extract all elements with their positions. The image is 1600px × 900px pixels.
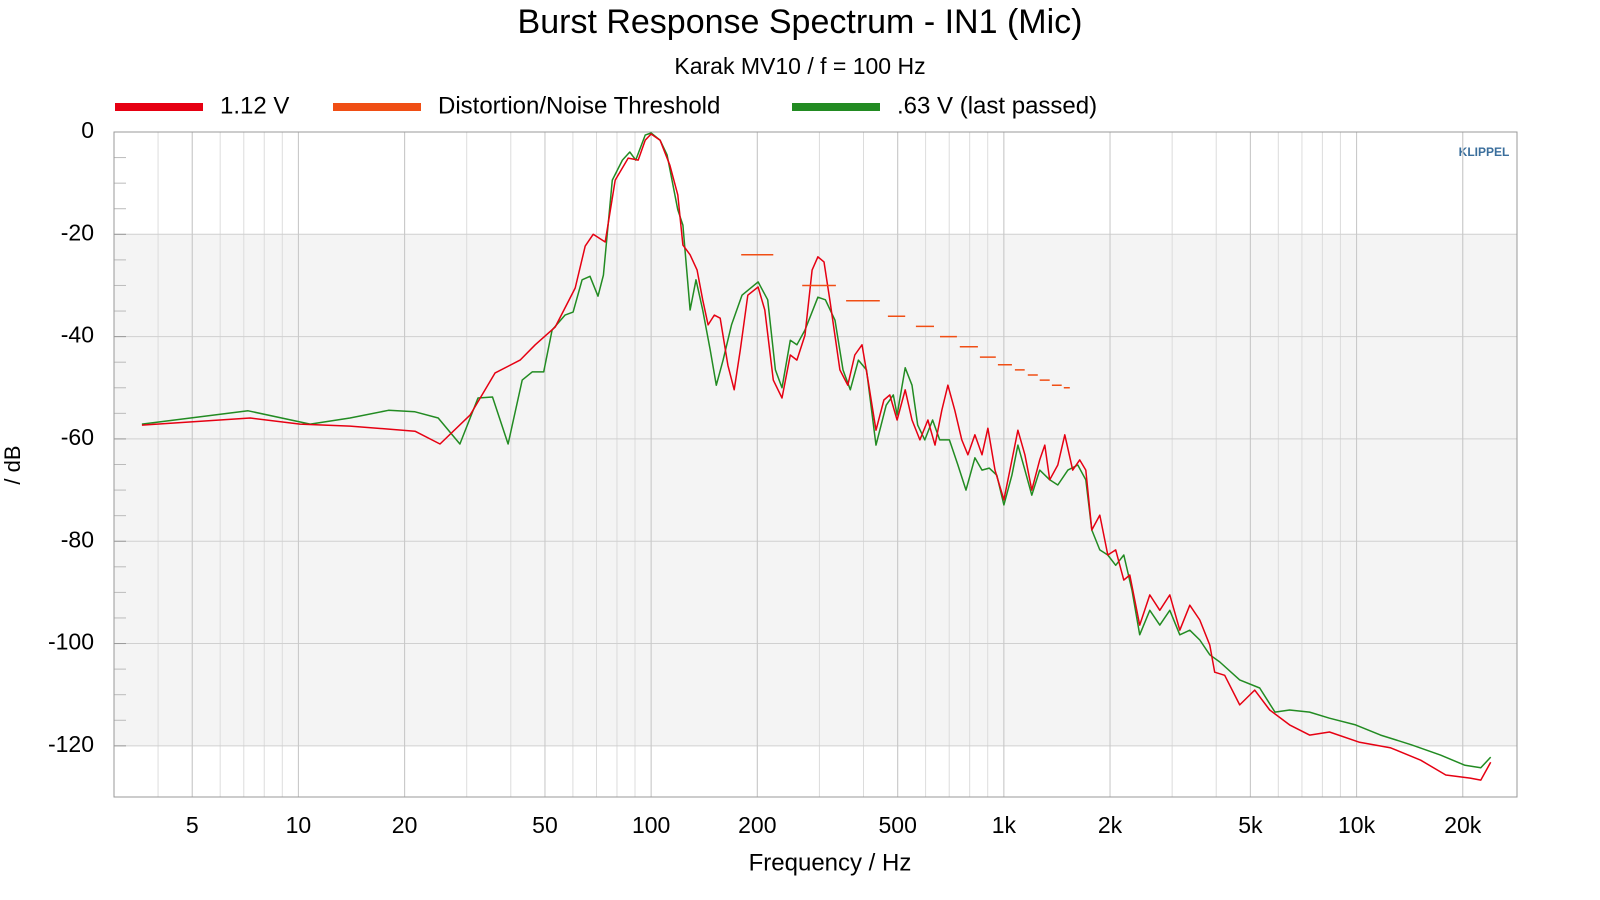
chart-title: Burst Response Spectrum - IN1 (Mic) bbox=[518, 3, 1083, 41]
y-tick-label: 0 bbox=[81, 117, 94, 143]
y-axis-label: / dB bbox=[0, 445, 25, 484]
y-tick-label: -20 bbox=[61, 219, 94, 245]
y-tick-label: -60 bbox=[61, 424, 94, 450]
x-tick-label: 1k bbox=[992, 812, 1017, 838]
x-tick-label: 100 bbox=[632, 812, 670, 838]
chart-subtitle: Karak MV10 / f = 100 Hz bbox=[674, 53, 925, 79]
y-tick-label: -40 bbox=[61, 322, 94, 348]
legend-swatch bbox=[115, 103, 203, 111]
logo: KLIPPEL bbox=[1459, 145, 1510, 159]
x-tick-label: 5 bbox=[186, 812, 199, 838]
legend-label: 1.12 V bbox=[220, 92, 289, 119]
legend-swatch bbox=[333, 103, 421, 111]
y-tick-label: -120 bbox=[48, 731, 94, 757]
legend-label: .63 V (last passed) bbox=[897, 92, 1097, 119]
y-tick-label: -80 bbox=[61, 526, 94, 552]
x-tick-label: 10 bbox=[286, 812, 312, 838]
legend-swatch bbox=[792, 103, 880, 111]
series-line bbox=[741, 254, 1070, 389]
series-line bbox=[141, 132, 1492, 769]
x-tick-label: 20k bbox=[1444, 812, 1482, 838]
x-tick-label: 500 bbox=[878, 812, 916, 838]
x-tick-label: 2k bbox=[1098, 812, 1123, 838]
legend-label: Distortion/Noise Threshold bbox=[438, 92, 720, 119]
x-tick-label: 200 bbox=[738, 812, 776, 838]
y-tick-label: -100 bbox=[48, 629, 94, 655]
plot-frame bbox=[113, 131, 1518, 798]
plot-band bbox=[114, 234, 1517, 746]
series-line bbox=[141, 133, 1492, 781]
x-tick-label: 5k bbox=[1238, 812, 1263, 838]
x-axis-label: Frequency / Hz bbox=[749, 849, 912, 876]
x-tick-label: 50 bbox=[532, 812, 558, 838]
x-tick-label: 10k bbox=[1338, 812, 1376, 838]
x-tick-label: 20 bbox=[392, 812, 418, 838]
